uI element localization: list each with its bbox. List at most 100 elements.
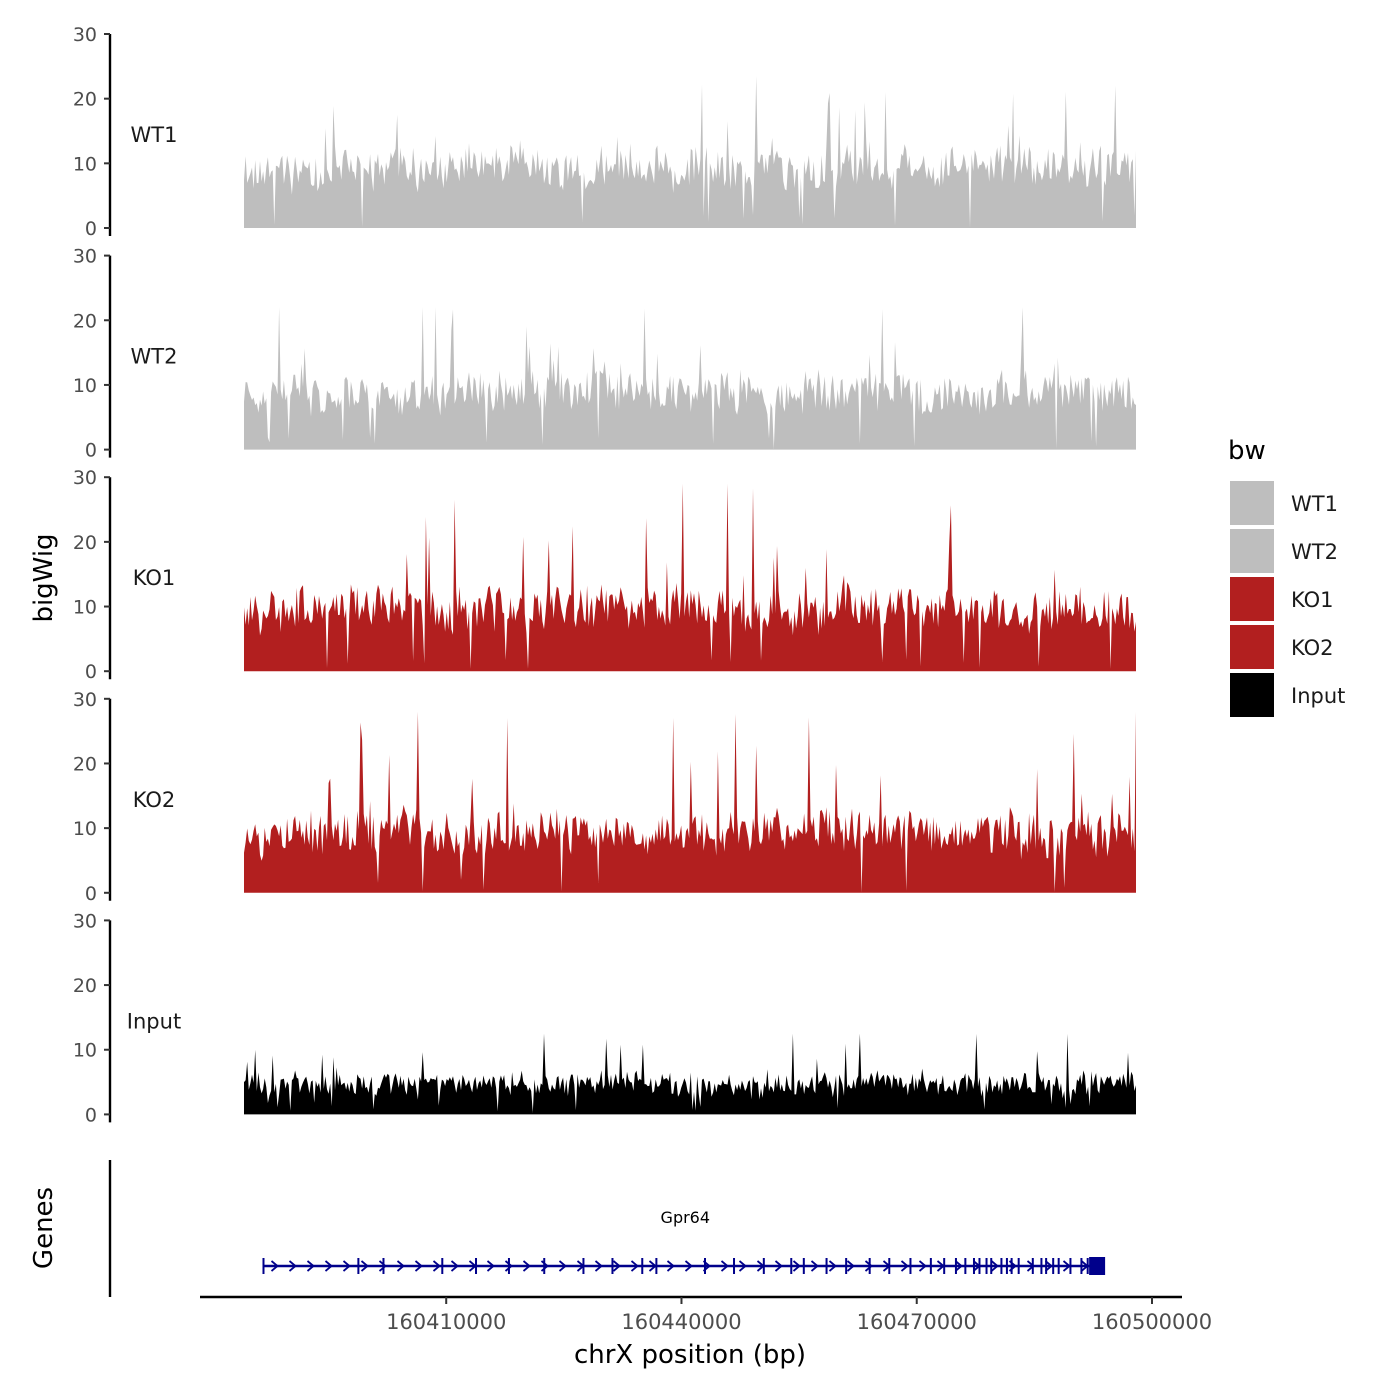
exon [1000,1258,1003,1274]
legend-swatch-ko2 [1230,625,1274,669]
strand-arrow [954,1260,963,1272]
strand-arrow [1044,1260,1053,1272]
exon-last [1089,1257,1106,1275]
strand-arrow [324,1260,333,1272]
legend-swatch-ko1 [1230,577,1274,621]
exon [1052,1258,1055,1274]
strand-arrow [864,1260,873,1272]
exon [790,1258,793,1274]
coverage-area-input [244,1033,1136,1115]
strand-arrow [612,1260,621,1272]
strand-arrow [630,1260,639,1272]
track-label-wt2: WT2 [131,345,178,369]
exon [1040,1258,1043,1274]
genes-panel: Gpr64 [108,1160,1106,1297]
y-tick-label: 30 [73,467,97,489]
x-tick-label: 160470000 [857,1310,977,1334]
legend-label-wt2: WT2 [1291,540,1338,564]
strand-arrow [522,1260,531,1272]
strand-arrow [594,1260,603,1272]
y-tick-label: 30 [73,689,97,711]
x-axis: 160410000 160440000 160470000 160500000 [200,1295,1212,1334]
exon [1080,1258,1083,1274]
exon [825,1258,828,1274]
strand-arrow [810,1260,819,1272]
strand-arrow [504,1260,513,1272]
strand-arrow [720,1260,729,1272]
strand-arrow [774,1260,783,1272]
legend-label-ko1: KO1 [1291,588,1334,612]
exon [611,1258,614,1274]
y-tick-label: 0 [85,1104,97,1126]
legend-swatch-wt1 [1230,481,1274,525]
exon [704,1258,706,1274]
exon [543,1258,546,1274]
exon [1005,1258,1008,1274]
strand-arrow [396,1260,405,1272]
exon [929,1258,932,1274]
legend-swatch-input [1230,673,1274,717]
y-tick-label: 10 [73,375,97,397]
track-panel-wt2: 0 10 20 30 WT2 [73,246,1136,462]
track-label-wt1: WT1 [131,123,178,147]
exon [733,1258,736,1274]
strand-arrow [558,1260,567,1272]
strand-arrow [306,1260,315,1272]
legend-swatch-wt2 [1230,529,1274,573]
exon [1031,1258,1034,1274]
y-tick-label: 20 [73,310,97,332]
strand-arrow [360,1260,369,1272]
track-panel-ko1: 0 10 20 30 KO1 [73,467,1136,683]
strand-arrow [846,1260,855,1272]
strand-arrow [738,1260,747,1272]
strand-arrow [342,1260,351,1272]
exon [475,1258,478,1274]
track-panel-ko2: 0 10 20 30 KO2 [73,689,1136,905]
exon [909,1258,912,1274]
coverage-tracks: 0 10 20 30 WT1 0 10 20 30 WT2 0 10 20 30 KO1 0 10 20 30 KO2… [73,24,1136,1126]
exon [1045,1258,1048,1274]
exon [990,1258,993,1274]
coverage-area-wt1 [244,76,1136,228]
legend-label-input: Input [1291,684,1345,708]
track-label-ko1: KO1 [133,566,176,590]
gene-label-gpr64: Gpr64 [661,1208,711,1227]
exon [985,1258,988,1274]
genes-axis-title: Genes [29,1187,59,1269]
y-tick-label: 20 [73,532,97,554]
exon [382,1258,385,1274]
y-axis-title: bigWig [29,533,59,622]
exon [641,1258,644,1274]
exon [943,1258,946,1274]
y-tick-label: 20 [73,975,97,997]
y-tick-label: 10 [73,153,97,175]
legend-title: bw [1228,436,1266,466]
track-label-input: Input [127,1009,181,1033]
y-tick-label: 20 [73,753,97,775]
exon [357,1258,360,1274]
strand-arrow [414,1260,423,1272]
strand-arrow [378,1260,387,1272]
y-tick-label: 30 [73,24,97,46]
exon [888,1258,891,1274]
coverage-area-ko1 [244,483,1136,672]
y-tick-label: 10 [73,818,97,840]
exon [845,1258,848,1274]
exon [655,1258,658,1274]
exon [1069,1258,1072,1274]
exon [441,1258,444,1274]
track-label-ko2: KO2 [133,788,176,812]
y-tick-label: 20 [73,89,97,111]
legend: bw WT1 WT2 KO1 KO2 Input [1228,436,1345,717]
strand-arrow [432,1260,441,1272]
exon [507,1258,510,1274]
exon [954,1258,957,1274]
exon [762,1258,765,1274]
strand-arrow [828,1260,837,1272]
x-tick-label: 160410000 [386,1310,506,1334]
strand-arrow [666,1260,675,1272]
coverage-area-wt2 [244,307,1136,450]
y-tick-label: 0 [85,883,97,905]
x-tick-label: 160500000 [1092,1310,1212,1334]
